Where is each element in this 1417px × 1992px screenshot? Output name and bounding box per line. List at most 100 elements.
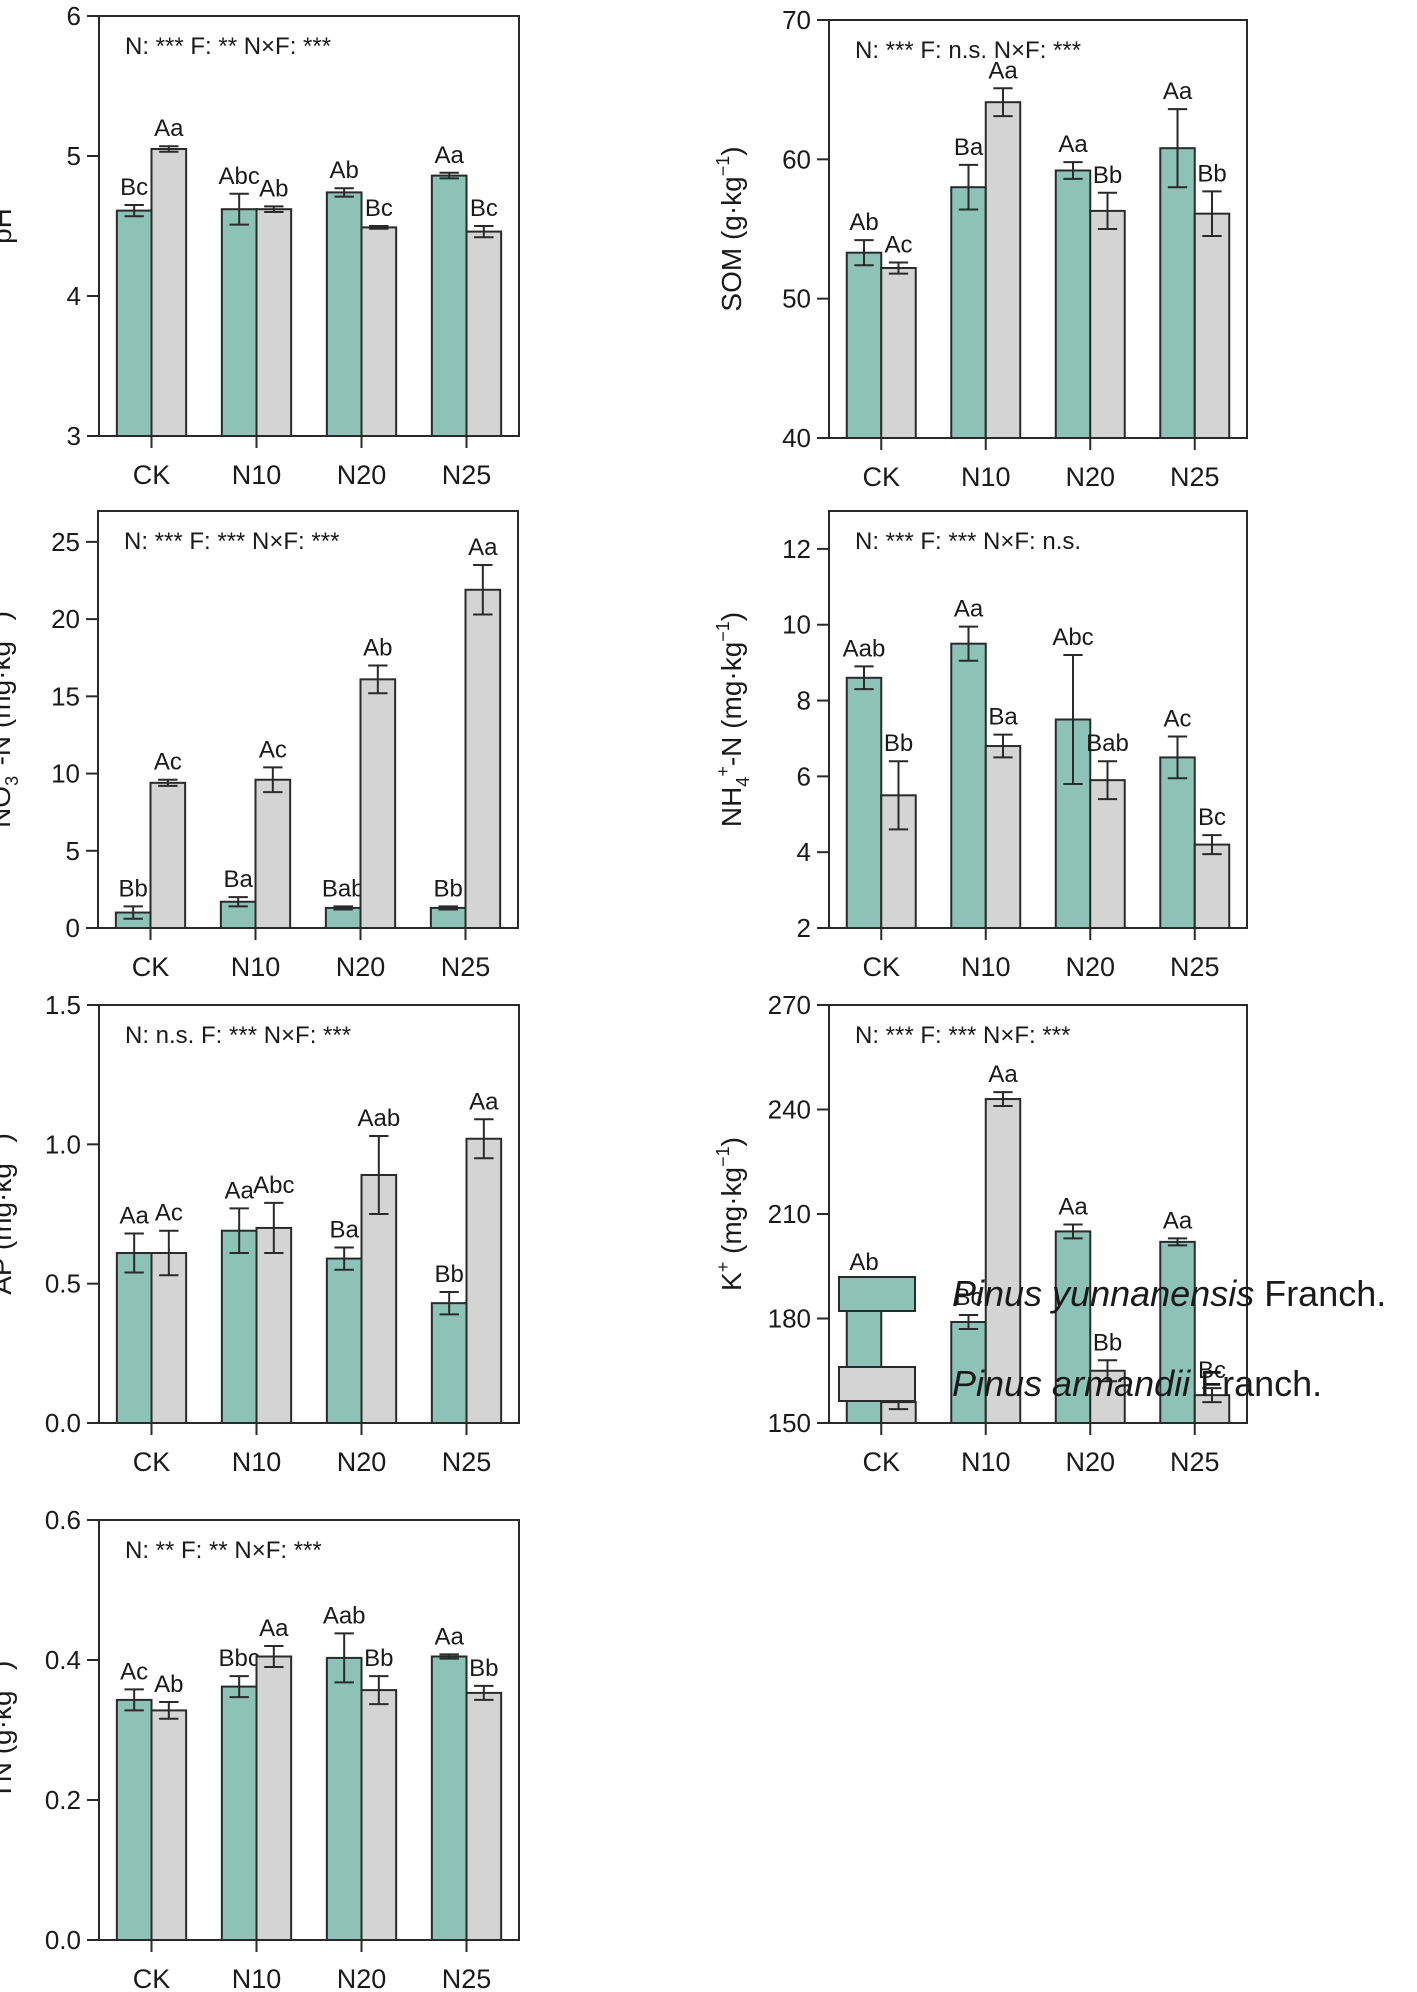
bar-armandii xyxy=(360,1173,398,1425)
chart-nh4: 2 4 6 8 10 12 NH4​+​-N (mg·kg−1​) N: *** F: ***… xyxy=(713,510,1248,982)
legend-item-yunnanensis: Pinus yunnanensis Franch. xyxy=(838,1273,1386,1314)
significance-letter: Bb xyxy=(118,875,147,902)
y-axis-label-part: ) xyxy=(0,611,16,620)
y-axis-label-part: 3 xyxy=(2,776,22,786)
bar-yunnanensis xyxy=(324,906,362,930)
y-axis-label: NH4​+​-N (mg·kg−1​) xyxy=(713,612,753,827)
x-tick-label: N20 xyxy=(337,1447,387,1477)
legend-swatch-yunnanensis xyxy=(838,1276,916,1312)
bar-yunnanensis xyxy=(430,1302,468,1425)
x-tick-label: N10 xyxy=(231,952,281,982)
stat-annotation: N: ** F: ** N×F: *** xyxy=(125,1537,322,1564)
y-axis-label-part: −1 xyxy=(713,156,733,177)
significance-letter: Aa xyxy=(1163,1207,1193,1234)
y-axis-label-part: -N (mg·kg xyxy=(716,642,747,766)
y-axis-label: SOM (g·kg−1​) xyxy=(713,146,747,311)
legend-swatch-armandii xyxy=(838,1366,916,1402)
bar-armandii xyxy=(984,101,1022,439)
significance-letter: Aab xyxy=(323,1602,366,1629)
y-axis-label-part: SOM (g·kg xyxy=(716,176,747,311)
significance-letter: Bb xyxy=(1093,162,1122,189)
x-tick-label: CK xyxy=(862,952,900,982)
bar-yunnanensis xyxy=(325,191,363,437)
bar-armandii xyxy=(255,1226,293,1425)
x-tick-label: N25 xyxy=(1170,462,1220,492)
x-tick-label: CK xyxy=(132,952,170,982)
significance-letter: Aa xyxy=(1163,78,1193,105)
significance-letter: Bbc xyxy=(218,1645,259,1672)
y-axis-label: TN (g·kg−1​) xyxy=(0,1661,17,1800)
y-axis-label-part: −1 xyxy=(713,1146,733,1167)
significance-letter: Bc xyxy=(1198,1357,1226,1384)
y-tick-label: 70 xyxy=(782,5,811,35)
bar-yunnanensis xyxy=(115,1698,153,1942)
y-tick-label: 4 xyxy=(797,837,811,867)
y-tick-label: 0.2 xyxy=(45,1785,81,1815)
significance-letter: Aa xyxy=(954,596,984,623)
bar-yunnanensis xyxy=(115,1252,153,1424)
significance-letter: Ac xyxy=(1163,706,1191,733)
y-tick-label: 3 xyxy=(67,421,81,451)
bar-yunnanensis xyxy=(220,208,258,437)
significance-letter: Aab xyxy=(357,1105,400,1132)
significance-letter: Bb xyxy=(1197,160,1226,187)
bar-armandii xyxy=(984,1098,1022,1425)
bar-armandii xyxy=(1089,1369,1126,1424)
significance-letter: Ac xyxy=(884,231,912,258)
y-tick-label: 20 xyxy=(51,604,80,634)
stat-annotation: N: *** F: *** N×F: n.s. xyxy=(855,528,1081,555)
y-axis-label: AP (mg·kg−1​) xyxy=(0,1133,17,1295)
significance-letter: Abc xyxy=(1052,624,1093,651)
y-tick-label: 8 xyxy=(797,686,811,716)
y-axis-label-part: -N (mg·kg xyxy=(0,641,16,765)
y-tick-label: 240 xyxy=(768,1095,811,1125)
y-axis-label-part: NH xyxy=(716,787,747,827)
significance-letter: Bb xyxy=(433,875,462,902)
stat-annotation: N: n.s. F: *** N×F: *** xyxy=(125,1022,351,1049)
significance-letter: Ab xyxy=(329,157,358,184)
bar-armandii xyxy=(255,208,293,437)
legend: Pinus yunnanensis Franch. Pinus armandii… xyxy=(838,1264,1398,1434)
significance-letter: Bb xyxy=(1093,1329,1122,1356)
bar-yunnanensis xyxy=(430,174,468,437)
x-tick-label: CK xyxy=(862,462,900,492)
significance-letter: Aa xyxy=(1058,1193,1088,1220)
y-tick-label: 1.5 xyxy=(45,990,81,1020)
y-axis-label-part: ) xyxy=(0,1133,17,1142)
bar-yunnanensis xyxy=(1159,1240,1196,1425)
x-tick-label: N25 xyxy=(1170,952,1220,982)
chart-k: 150 180 210 240 270 K+​ (mg·kg−1​) N: *** F: *… xyxy=(713,990,1248,1477)
legend-item-armandii: Pinus armandii Franch. xyxy=(838,1363,1322,1404)
axis-frame xyxy=(98,15,520,437)
x-tick-label: N20 xyxy=(337,1964,387,1992)
y-tick-label: 12 xyxy=(782,534,811,564)
x-tick-label: CK xyxy=(133,1964,171,1992)
bar-yunnanensis xyxy=(950,642,987,929)
bar-yunnanensis xyxy=(220,1685,258,1941)
bar-armandii xyxy=(360,1689,398,1941)
y-tick-label: 10 xyxy=(782,610,811,640)
significance-letter: Aa xyxy=(468,534,498,561)
y-axis-label-part: ) xyxy=(716,1137,747,1146)
x-tick-label: N20 xyxy=(1065,1447,1115,1477)
y-axis-label-part: ) xyxy=(0,1661,17,1670)
significance-letter: Aab xyxy=(843,635,886,662)
y-tick-label: 40 xyxy=(782,423,811,453)
bar-yunnanensis xyxy=(115,209,153,437)
significance-letter: Ac xyxy=(155,1200,183,1227)
significance-letter: Aa xyxy=(434,1623,464,1650)
stat-annotation: N: *** F: *** N×F: *** xyxy=(855,1022,1070,1049)
bar-yunnanensis xyxy=(1159,756,1196,930)
x-tick-label: N25 xyxy=(442,1964,492,1992)
axis-frame xyxy=(828,510,1248,929)
x-tick-label: CK xyxy=(133,1447,171,1477)
axis-frame xyxy=(98,1004,520,1424)
significance-letter: Bb xyxy=(434,1261,463,1288)
bar-yunnanensis xyxy=(950,186,987,439)
y-tick-label: 25 xyxy=(51,527,80,557)
y-axis-label-part: NO xyxy=(0,786,16,828)
y-axis-label: pH xyxy=(0,208,17,244)
stat-annotation: N: *** F: ** N×F: *** xyxy=(125,33,331,60)
x-tick-label: N25 xyxy=(442,1447,492,1477)
